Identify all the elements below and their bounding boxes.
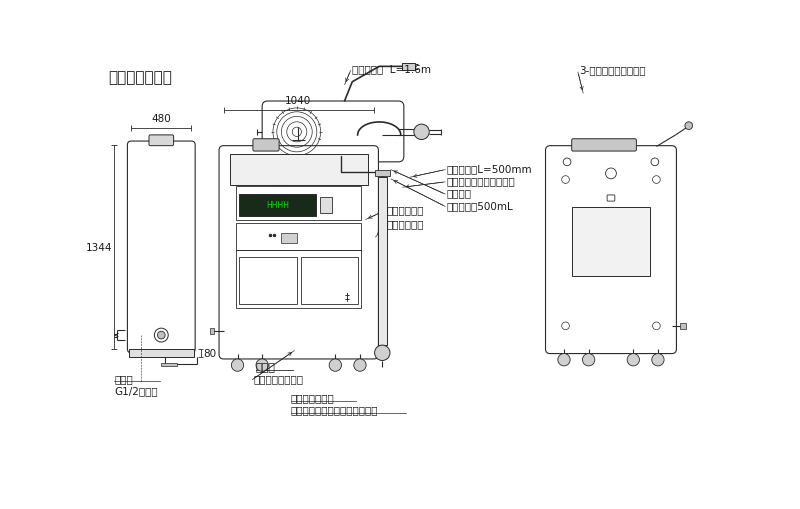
Bar xyxy=(239,257,297,305)
Bar xyxy=(378,178,387,346)
FancyBboxPatch shape xyxy=(127,142,195,353)
Bar xyxy=(572,207,650,276)
FancyBboxPatch shape xyxy=(253,139,279,152)
Circle shape xyxy=(414,125,430,140)
Bar xyxy=(679,323,686,329)
Text: 本体各部の名称: 本体各部の名称 xyxy=(108,70,172,86)
Circle shape xyxy=(158,331,165,340)
Bar xyxy=(301,257,358,305)
Text: 補助液容量500mL: 補助液容量500mL xyxy=(447,201,514,211)
Text: 3-壁掛けフック取付穴: 3-壁掛けフック取付穴 xyxy=(579,65,646,75)
Text: ‡: ‡ xyxy=(345,292,350,302)
Text: 電源スイッチ: 電源スイッチ xyxy=(387,219,425,229)
Bar xyxy=(374,170,390,176)
Text: 80: 80 xyxy=(203,348,216,358)
Bar xyxy=(236,187,362,220)
Bar xyxy=(282,234,297,243)
Circle shape xyxy=(558,354,570,366)
Bar xyxy=(320,198,332,213)
Bar xyxy=(230,155,368,186)
Bar xyxy=(236,251,362,308)
FancyBboxPatch shape xyxy=(546,147,677,354)
Bar xyxy=(129,349,194,357)
Circle shape xyxy=(231,359,244,372)
Circle shape xyxy=(256,359,268,372)
Text: 480: 480 xyxy=(151,114,171,123)
Circle shape xyxy=(329,359,342,372)
Bar xyxy=(162,363,177,366)
Text: HHHH: HHHH xyxy=(266,201,289,210)
Circle shape xyxy=(685,123,693,130)
Text: 吐出パイプL=500mm: 吐出パイプL=500mm xyxy=(447,164,533,174)
Bar xyxy=(236,224,362,251)
Circle shape xyxy=(652,354,664,366)
Circle shape xyxy=(154,328,168,343)
Text: 補助液タンク収納カバー: 補助液タンク収納カバー xyxy=(447,176,516,186)
FancyBboxPatch shape xyxy=(149,135,174,147)
Text: キャップ: キャップ xyxy=(447,188,472,198)
Circle shape xyxy=(627,354,639,366)
Text: 内部に設定パネル: 内部に設定パネル xyxy=(254,374,304,383)
FancyBboxPatch shape xyxy=(219,147,378,359)
Text: 設定扉: 設定扉 xyxy=(256,362,276,372)
Bar xyxy=(239,195,316,216)
Circle shape xyxy=(374,346,390,361)
Bar xyxy=(210,328,214,334)
Circle shape xyxy=(354,359,366,372)
Text: 1344: 1344 xyxy=(86,243,112,253)
Text: G1/2オネジ: G1/2オネジ xyxy=(114,385,158,395)
FancyBboxPatch shape xyxy=(262,102,404,162)
FancyBboxPatch shape xyxy=(572,139,636,152)
Text: シャワーヘッド: シャワーヘッド xyxy=(290,392,334,403)
Text: 近接センサー: 近接センサー xyxy=(387,205,425,214)
Text: 電源コード  L=1.6m: 電源コード L=1.6m xyxy=(352,64,431,74)
Bar xyxy=(402,64,414,71)
Text: 1040: 1040 xyxy=(286,96,311,106)
Text: 給水口: 給水口 xyxy=(114,374,133,383)
Circle shape xyxy=(582,354,594,366)
Text: シャワー・ストレート切替付き: シャワー・ストレート切替付き xyxy=(290,404,378,414)
